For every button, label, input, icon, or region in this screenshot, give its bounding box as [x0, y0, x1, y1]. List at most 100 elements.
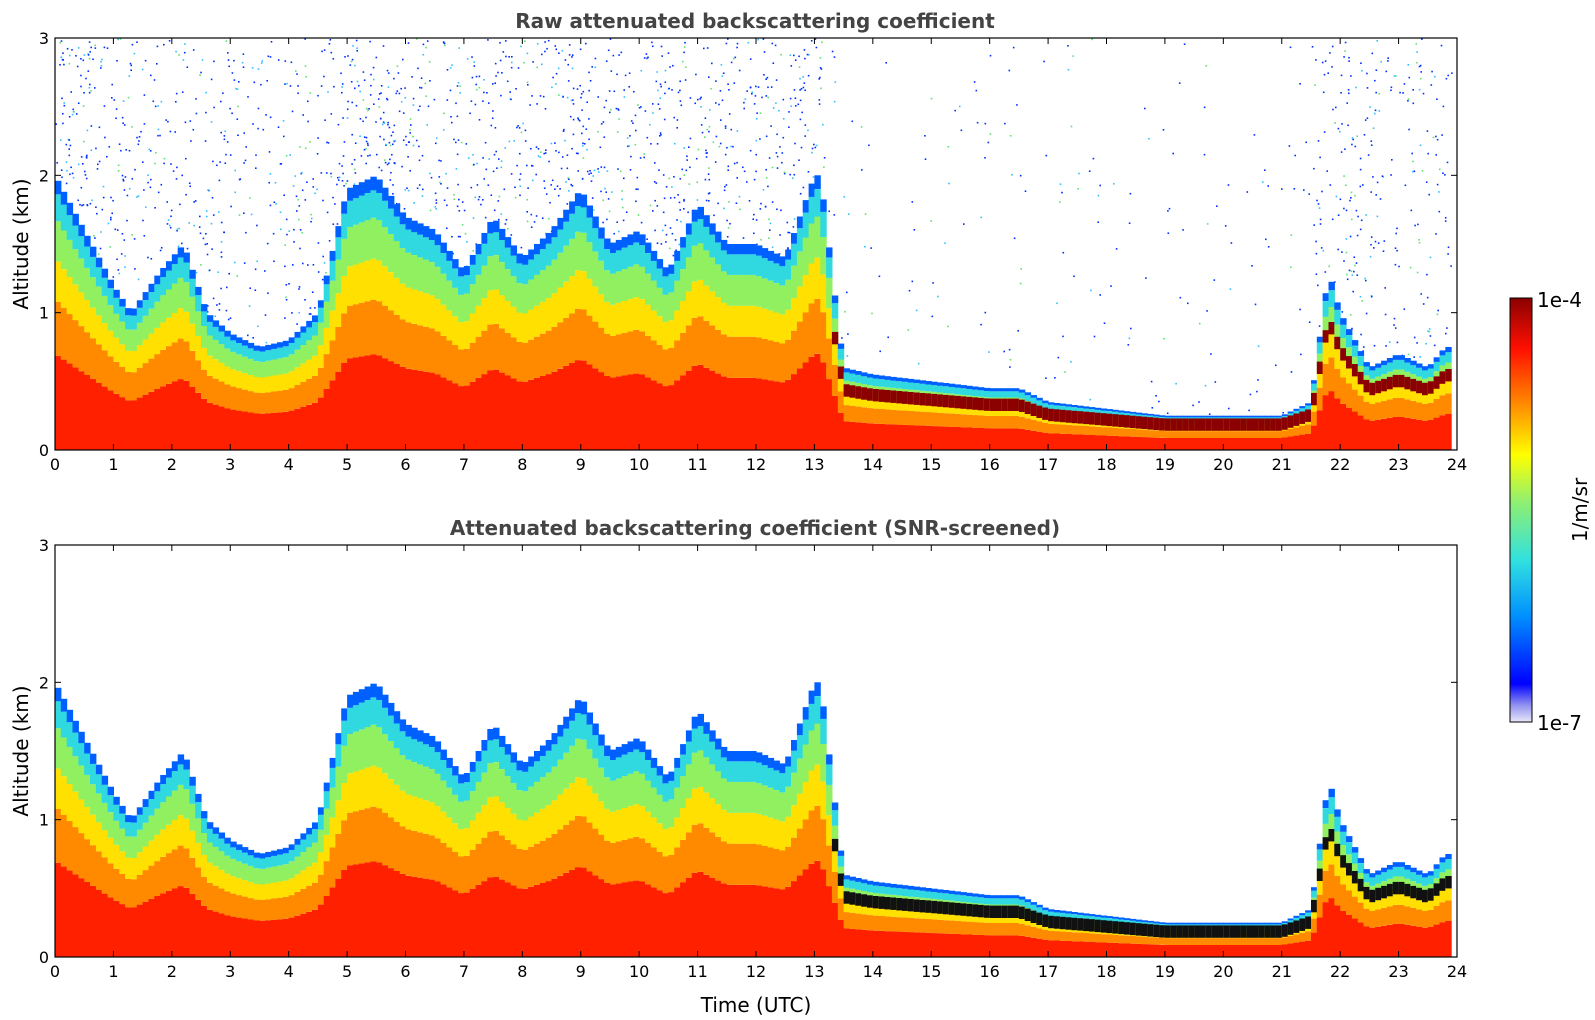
- noise-speckle: [284, 244, 286, 246]
- heatmap-cell: [978, 406, 985, 416]
- heatmap-cell: [598, 294, 605, 328]
- heatmap-cell: [113, 796, 120, 805]
- heatmap-cell: [1270, 415, 1277, 418]
- heatmap-cell: [522, 381, 529, 450]
- heatmap-cell: [183, 282, 190, 312]
- heatmap-cell: [907, 378, 915, 383]
- noise-speckle: [112, 199, 114, 202]
- heatmap-cell: [475, 761, 482, 782]
- heatmap-cell: [335, 259, 342, 294]
- heatmap-column: [551, 226, 558, 450]
- heatmap-cell: [136, 814, 144, 830]
- heatmap-cell: [516, 849, 523, 889]
- noise-speckle: [1411, 152, 1413, 155]
- noise-speckle: [69, 54, 71, 57]
- heatmap-cell: [84, 332, 91, 375]
- heatmap-cell: [504, 754, 512, 777]
- noise-speckle: [407, 189, 410, 192]
- heatmap-cell: [1077, 407, 1084, 413]
- heatmap-cell: [347, 734, 354, 774]
- noise-speckle: [352, 45, 354, 47]
- noise-speckle: [1011, 174, 1013, 176]
- heatmap-cell: [697, 219, 704, 244]
- heatmap-cell: [580, 739, 588, 779]
- heatmap-cell: [1311, 383, 1318, 391]
- noise-speckle: [482, 199, 484, 201]
- heatmap-cell: [417, 223, 424, 235]
- heatmap-cell: [551, 293, 558, 327]
- heatmap-cell: [1445, 413, 1452, 450]
- heatmap-cell: [382, 187, 389, 201]
- heatmap-cell: [598, 260, 605, 295]
- heatmap-cell: [913, 890, 921, 898]
- heatmap-cell: [726, 274, 734, 306]
- noise-speckle: [1331, 218, 1334, 221]
- noise-speckle: [557, 194, 560, 197]
- noise-speckle: [572, 103, 575, 105]
- heatmap-cell: [452, 268, 459, 288]
- heatmap-cell: [621, 237, 628, 248]
- heatmap-cell: [522, 255, 529, 265]
- heatmap-cell: [948, 910, 956, 921]
- heatmap-cell: [282, 897, 290, 919]
- noise-speckle: [1437, 309, 1439, 312]
- heatmap-cell: [773, 253, 780, 264]
- heatmap-cell: [785, 379, 792, 450]
- noise-speckle: [482, 157, 484, 159]
- noise-speckle: [864, 245, 866, 248]
- noise-speckle: [597, 96, 599, 98]
- noise-speckle: [218, 211, 220, 213]
- noise-speckle: [671, 186, 673, 188]
- heatmap-column: [212, 320, 220, 450]
- noise-speckle: [106, 155, 108, 158]
- noise-speckle: [440, 183, 442, 185]
- heatmap-column: [1018, 389, 1026, 450]
- heatmap-cell: [1229, 431, 1236, 438]
- noise-speckle: [307, 264, 309, 266]
- noise-speckle: [94, 237, 96, 239]
- heatmap-cell: [469, 342, 477, 382]
- heatmap-cell: [902, 888, 909, 896]
- heatmap-cell: [130, 372, 138, 401]
- heatmap-cell: [224, 873, 231, 892]
- noise-speckle: [459, 235, 461, 238]
- heatmap-cell: [1357, 395, 1365, 416]
- noise-speckle: [548, 217, 550, 220]
- noise-speckle: [143, 94, 146, 96]
- heatmap-cell: [1311, 425, 1318, 450]
- heatmap-cell: [604, 883, 611, 957]
- noise-speckle: [576, 88, 579, 90]
- heatmap-cell: [954, 934, 961, 957]
- noise-speckle: [1350, 75, 1352, 77]
- noise-speckle: [799, 89, 801, 91]
- noise-speckle: [435, 137, 438, 139]
- noise-speckle: [369, 94, 372, 96]
- heatmap-cell: [306, 327, 313, 341]
- heatmap-cell: [878, 930, 886, 957]
- heatmap-cell: [136, 829, 144, 853]
- heatmap-column: [183, 252, 190, 450]
- heatmap-cell: [247, 849, 255, 856]
- heatmap-cell: [277, 865, 284, 882]
- noise-speckle: [398, 203, 400, 205]
- noise-speckle: [1313, 167, 1315, 170]
- heatmap-cell: [656, 890, 664, 957]
- heatmap-cell: [1439, 355, 1446, 366]
- heatmap-cell: [352, 224, 360, 265]
- noise-speckle: [759, 208, 762, 210]
- noise-speckle: [834, 81, 837, 83]
- noise-speckle: [706, 47, 709, 49]
- heatmap-cell: [639, 773, 646, 806]
- noise-speckle: [1320, 247, 1323, 249]
- heatmap-column: [709, 730, 716, 957]
- noise-speckle: [345, 182, 347, 185]
- heatmap-column: [989, 895, 997, 957]
- heatmap-cell: [201, 876, 208, 906]
- noise-speckle: [674, 239, 677, 241]
- noise-speckle: [474, 103, 477, 106]
- heatmap-cell: [1089, 435, 1096, 450]
- noise-speckle: [307, 120, 309, 123]
- heatmap-cell: [919, 383, 926, 391]
- cloud-layer-cell: [1305, 409, 1312, 422]
- noise-speckle: [755, 153, 757, 156]
